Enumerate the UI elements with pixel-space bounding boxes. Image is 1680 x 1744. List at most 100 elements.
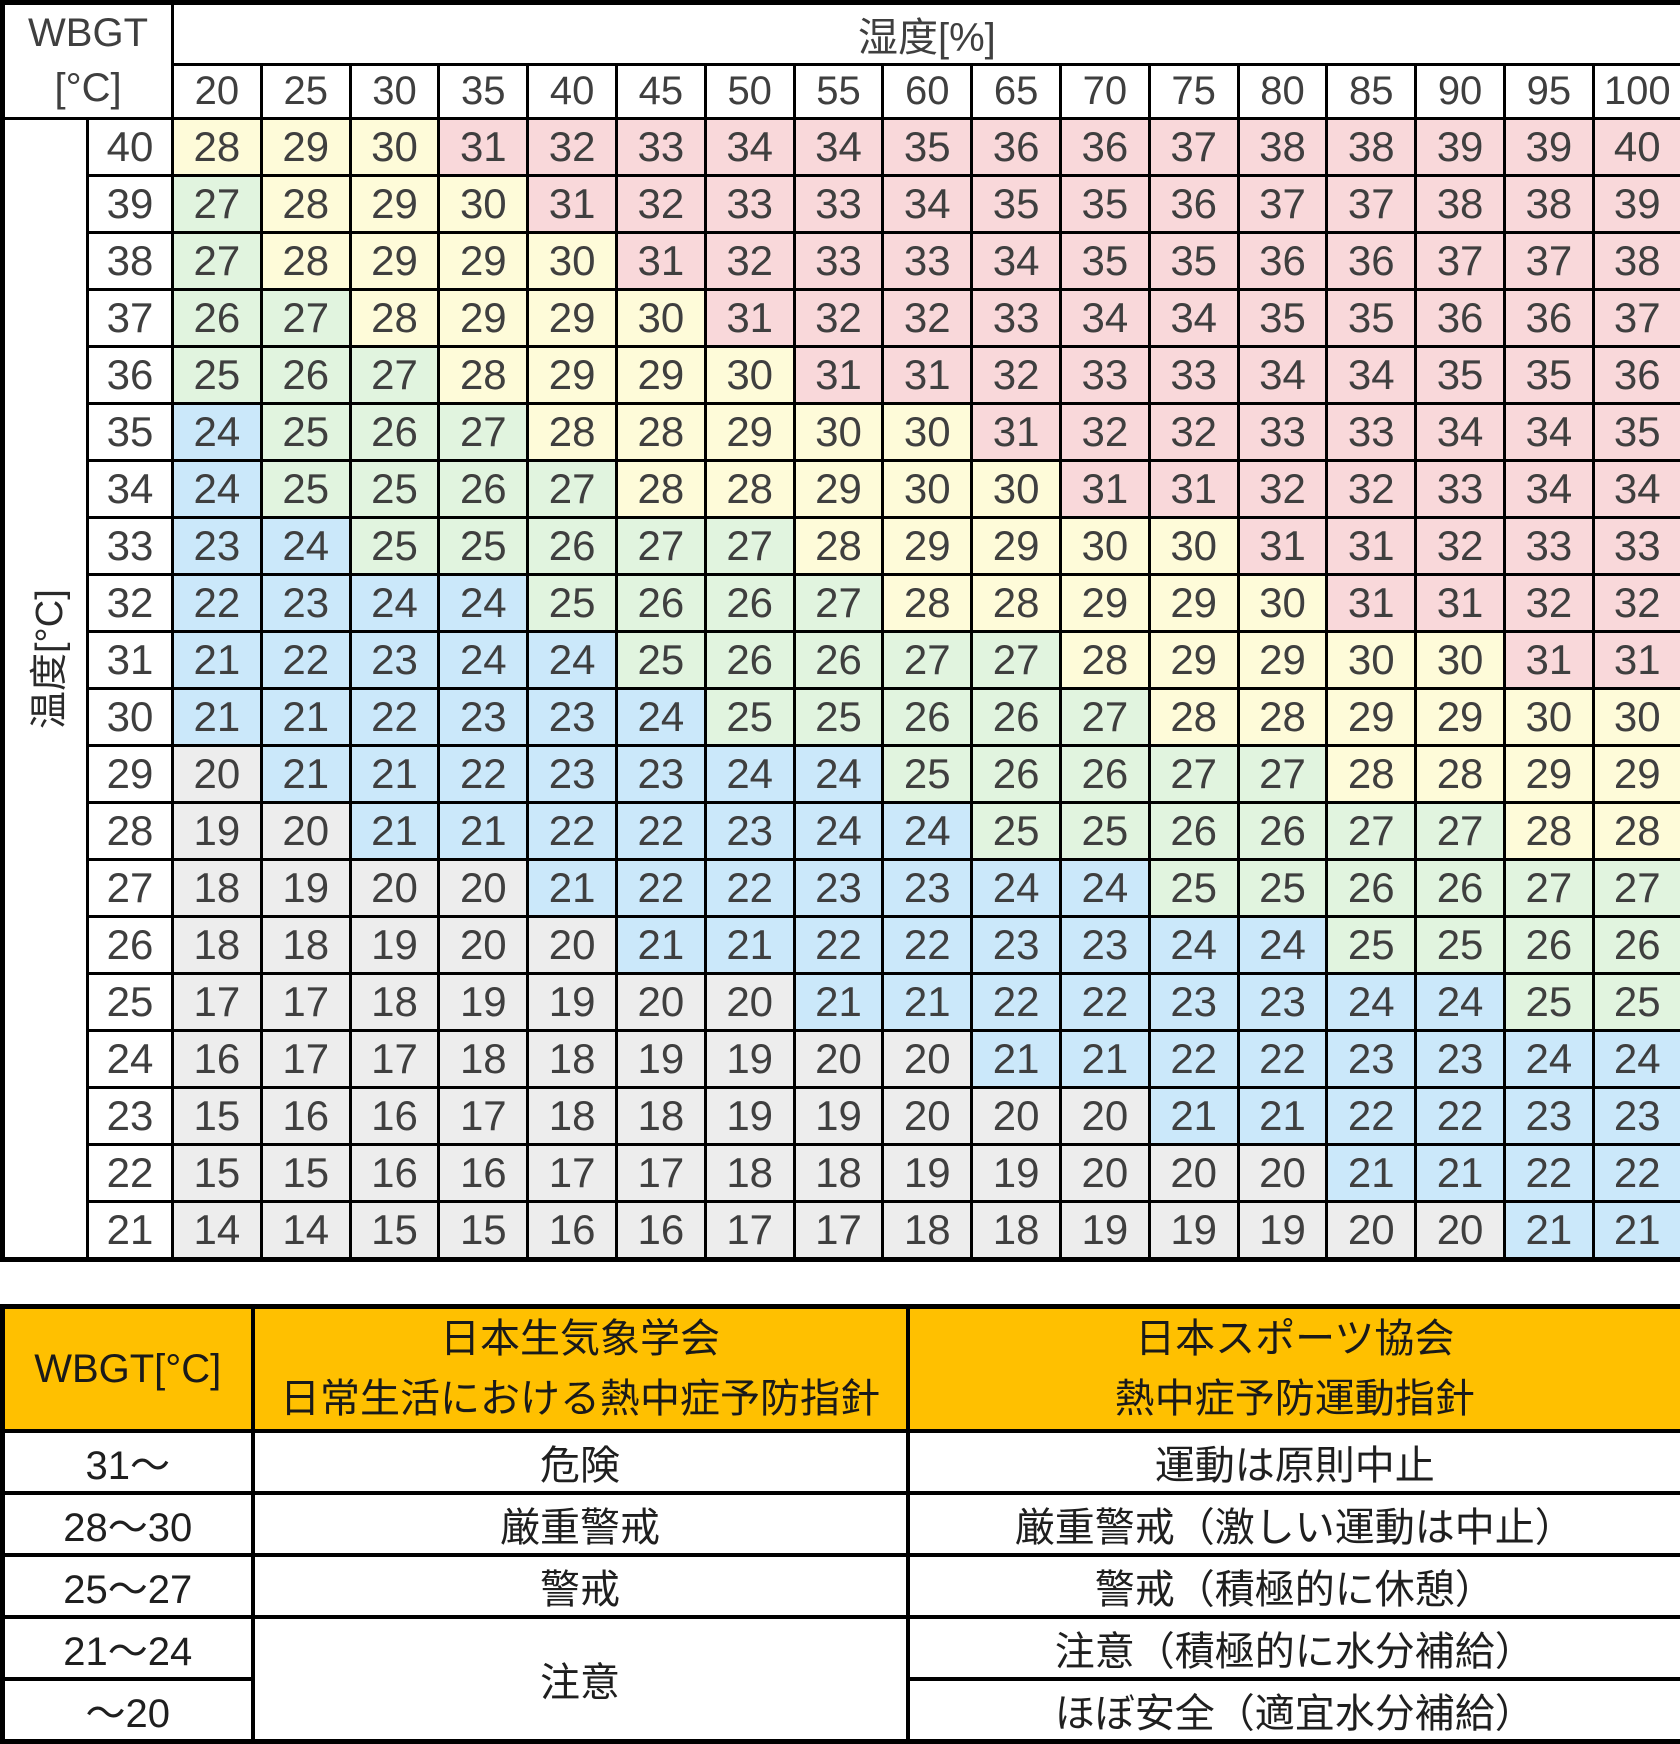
wbgt-corner-line2: [°C] <box>5 61 171 116</box>
wbgt-cell: 32 <box>1416 518 1505 575</box>
wbgt-cell: 25 <box>261 404 350 461</box>
wbgt-cell: 22 <box>883 917 972 974</box>
wbgt-cell: 26 <box>705 632 794 689</box>
wbgt-cell: 14 <box>261 1202 350 1260</box>
wbgt-cell: 36 <box>1060 119 1149 176</box>
wbgt-cell: 18 <box>528 1088 617 1145</box>
wbgt-cell: 25 <box>794 689 883 746</box>
temperature-row-header-26: 26 <box>88 917 173 974</box>
wbgt-cell: 26 <box>528 518 617 575</box>
wbgt-cell: 22 <box>1504 1145 1593 1202</box>
wbgt-cell: 27 <box>528 461 617 518</box>
temperature-row-header-33: 33 <box>88 518 173 575</box>
temperature-row-header-21: 21 <box>88 1202 173 1260</box>
legend-sport-guideline-danger: 運動は原則中止 <box>908 1431 1680 1493</box>
wbgt-cell: 35 <box>1327 290 1416 347</box>
wbgt-cell: 23 <box>1593 1088 1680 1145</box>
wbgt-cell: 20 <box>1416 1202 1505 1260</box>
wbgt-cell: 18 <box>794 1145 883 1202</box>
wbgt-cell: 20 <box>350 860 439 917</box>
wbgt-cell: 25 <box>350 461 439 518</box>
wbgt-cell: 24 <box>794 803 883 860</box>
wbgt-cell: 22 <box>617 860 706 917</box>
wbgt-cell: 32 <box>528 119 617 176</box>
wbgt-cell: 35 <box>972 176 1061 233</box>
wbgt-cell: 29 <box>261 119 350 176</box>
wbgt-cell: 28 <box>350 290 439 347</box>
wbgt-cell: 24 <box>439 575 528 632</box>
wbgt-cell: 28 <box>261 233 350 290</box>
wbgt-cell: 23 <box>794 860 883 917</box>
wbgt-cell: 28 <box>261 176 350 233</box>
wbgt-cell: 31 <box>883 347 972 404</box>
wbgt-cell: 21 <box>705 917 794 974</box>
wbgt-cell: 24 <box>350 575 439 632</box>
wbgt-cell: 27 <box>1060 689 1149 746</box>
wbgt-cell: 36 <box>1593 347 1680 404</box>
wbgt-cell: 33 <box>794 176 883 233</box>
wbgt-cell: 34 <box>883 176 972 233</box>
wbgt-cell: 26 <box>883 689 972 746</box>
wbgt-cell: 26 <box>794 632 883 689</box>
legend-sport-header: 日本スポーツ協会 熱中症予防運動指針 <box>908 1307 1680 1432</box>
wbgt-cell: 21 <box>883 974 972 1031</box>
wbgt-cell: 22 <box>1416 1088 1505 1145</box>
humidity-col-header-80: 80 <box>1238 65 1327 119</box>
humidity-col-header-45: 45 <box>617 65 706 119</box>
wbgt-cell: 36 <box>1416 290 1505 347</box>
wbgt-cell: 25 <box>173 347 262 404</box>
wbgt-cell: 25 <box>350 518 439 575</box>
wbgt-cell: 24 <box>705 746 794 803</box>
wbgt-cell: 20 <box>261 803 350 860</box>
wbgt-cell: 38 <box>1416 176 1505 233</box>
wbgt-cell: 16 <box>350 1145 439 1202</box>
wbgt-cell: 17 <box>794 1202 883 1260</box>
wbgt-cell: 22 <box>350 689 439 746</box>
wbgt-cell: 26 <box>1327 860 1416 917</box>
wbgt-cell: 28 <box>617 404 706 461</box>
wbgt-cell: 30 <box>1238 575 1327 632</box>
wbgt-cell: 20 <box>794 1031 883 1088</box>
legend-range-safe: ～20 <box>3 1679 253 1742</box>
wbgt-cell: 29 <box>1149 632 1238 689</box>
wbgt-corner-line1: WBGT <box>5 6 171 61</box>
wbgt-cell: 15 <box>173 1145 262 1202</box>
wbgt-cell: 20 <box>528 917 617 974</box>
wbgt-cell: 27 <box>1504 860 1593 917</box>
legend-range-warning: 25～27 <box>3 1555 253 1617</box>
wbgt-cell: 21 <box>617 917 706 974</box>
wbgt-cell: 19 <box>617 1031 706 1088</box>
humidity-col-header-25: 25 <box>261 65 350 119</box>
legend-range-danger: 31～ <box>3 1431 253 1493</box>
wbgt-cell: 29 <box>528 347 617 404</box>
wbgt-cell: 18 <box>261 917 350 974</box>
wbgt-cell: 15 <box>439 1202 528 1260</box>
wbgt-corner-header: WBGT [°C] <box>3 3 173 119</box>
wbgt-cell: 29 <box>1416 689 1505 746</box>
wbgt-cell: 32 <box>883 290 972 347</box>
wbgt-cell: 37 <box>1238 176 1327 233</box>
humidity-col-header-55: 55 <box>794 65 883 119</box>
wbgt-cell: 30 <box>439 176 528 233</box>
wbgt-cell: 32 <box>1149 404 1238 461</box>
temperature-row-header-34: 34 <box>88 461 173 518</box>
wbgt-cell: 21 <box>173 689 262 746</box>
wbgt-cell: 27 <box>1149 746 1238 803</box>
wbgt-cell: 26 <box>1593 917 1680 974</box>
wbgt-cell: 19 <box>350 917 439 974</box>
wbgt-cell: 20 <box>439 917 528 974</box>
wbgt-cell: 33 <box>1593 518 1680 575</box>
wbgt-cell: 23 <box>1327 1031 1416 1088</box>
wbgt-cell: 32 <box>705 233 794 290</box>
wbgt-cell: 20 <box>705 974 794 1031</box>
wbgt-cell: 20 <box>1060 1145 1149 1202</box>
wbgt-cell: 24 <box>794 746 883 803</box>
wbgt-cell: 29 <box>1504 746 1593 803</box>
wbgt-cell: 14 <box>173 1202 262 1260</box>
wbgt-cell: 28 <box>1504 803 1593 860</box>
